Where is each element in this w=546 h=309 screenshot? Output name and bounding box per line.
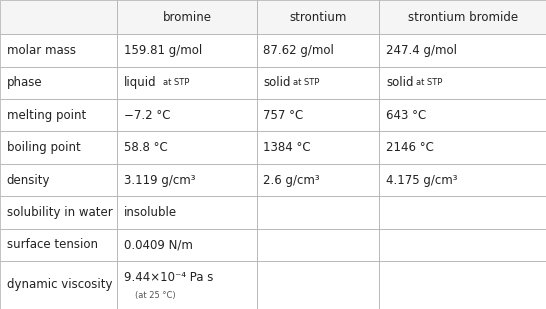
Bar [117,261,257,309]
Text: 9.44×10⁻⁴ Pa s: 9.44×10⁻⁴ Pa s [124,271,213,284]
Text: −7.2 °C: −7.2 °C [124,109,170,122]
Bar [379,164,546,196]
Bar [379,261,546,309]
Bar [117,196,257,229]
Bar [0,261,117,309]
Bar [117,0,257,34]
Bar [257,99,379,131]
Text: surface tension: surface tension [7,238,98,251]
Bar [257,196,379,229]
Text: 247.4 g/mol: 247.4 g/mol [386,44,457,57]
Bar [0,0,117,34]
Bar [0,131,117,164]
Bar [257,261,379,309]
Text: liquid: liquid [124,76,157,89]
Bar [117,99,257,131]
Bar [379,229,546,261]
Bar [257,229,379,261]
Bar [379,99,546,131]
Bar [117,164,257,196]
Bar [117,34,257,67]
Bar [117,131,257,164]
Bar [379,196,546,229]
Text: phase: phase [7,76,42,89]
Text: at STP: at STP [163,78,189,87]
Bar [257,131,379,164]
Bar [379,34,546,67]
Text: (at 25 °C): (at 25 °C) [135,291,175,300]
Text: strontium: strontium [289,11,347,24]
Text: 1384 °C: 1384 °C [263,141,311,154]
Text: strontium bromide: strontium bromide [408,11,518,24]
Bar [257,0,379,34]
Bar [379,67,546,99]
Bar [0,196,117,229]
Text: at STP: at STP [293,78,319,87]
Text: 3.119 g/cm³: 3.119 g/cm³ [124,174,195,187]
Bar [257,34,379,67]
Text: solid: solid [263,76,290,89]
Bar [117,67,257,99]
Text: 2146 °C: 2146 °C [386,141,434,154]
Bar [257,164,379,196]
Bar [257,67,379,99]
Text: molar mass: molar mass [7,44,75,57]
Text: dynamic viscosity: dynamic viscosity [7,278,112,291]
Text: insoluble: insoluble [124,206,177,219]
Text: 58.8 °C: 58.8 °C [124,141,168,154]
Bar [0,34,117,67]
Text: melting point: melting point [7,109,86,122]
Text: 4.175 g/cm³: 4.175 g/cm³ [386,174,458,187]
Text: solid: solid [386,76,413,89]
Text: boiling point: boiling point [7,141,80,154]
Text: 87.62 g/mol: 87.62 g/mol [263,44,334,57]
Text: 643 °C: 643 °C [386,109,426,122]
Text: 0.0409 N/m: 0.0409 N/m [124,238,193,251]
Text: at STP: at STP [416,78,442,87]
Bar [379,0,546,34]
Text: 757 °C: 757 °C [263,109,304,122]
Text: density: density [7,174,50,187]
Bar [379,131,546,164]
Bar [0,229,117,261]
Text: 159.81 g/mol: 159.81 g/mol [124,44,202,57]
Text: solubility in water: solubility in water [7,206,112,219]
Text: 2.6 g/cm³: 2.6 g/cm³ [263,174,320,187]
Bar [117,229,257,261]
Text: bromine: bromine [163,11,211,24]
Bar [0,164,117,196]
Bar [0,99,117,131]
Bar [0,67,117,99]
